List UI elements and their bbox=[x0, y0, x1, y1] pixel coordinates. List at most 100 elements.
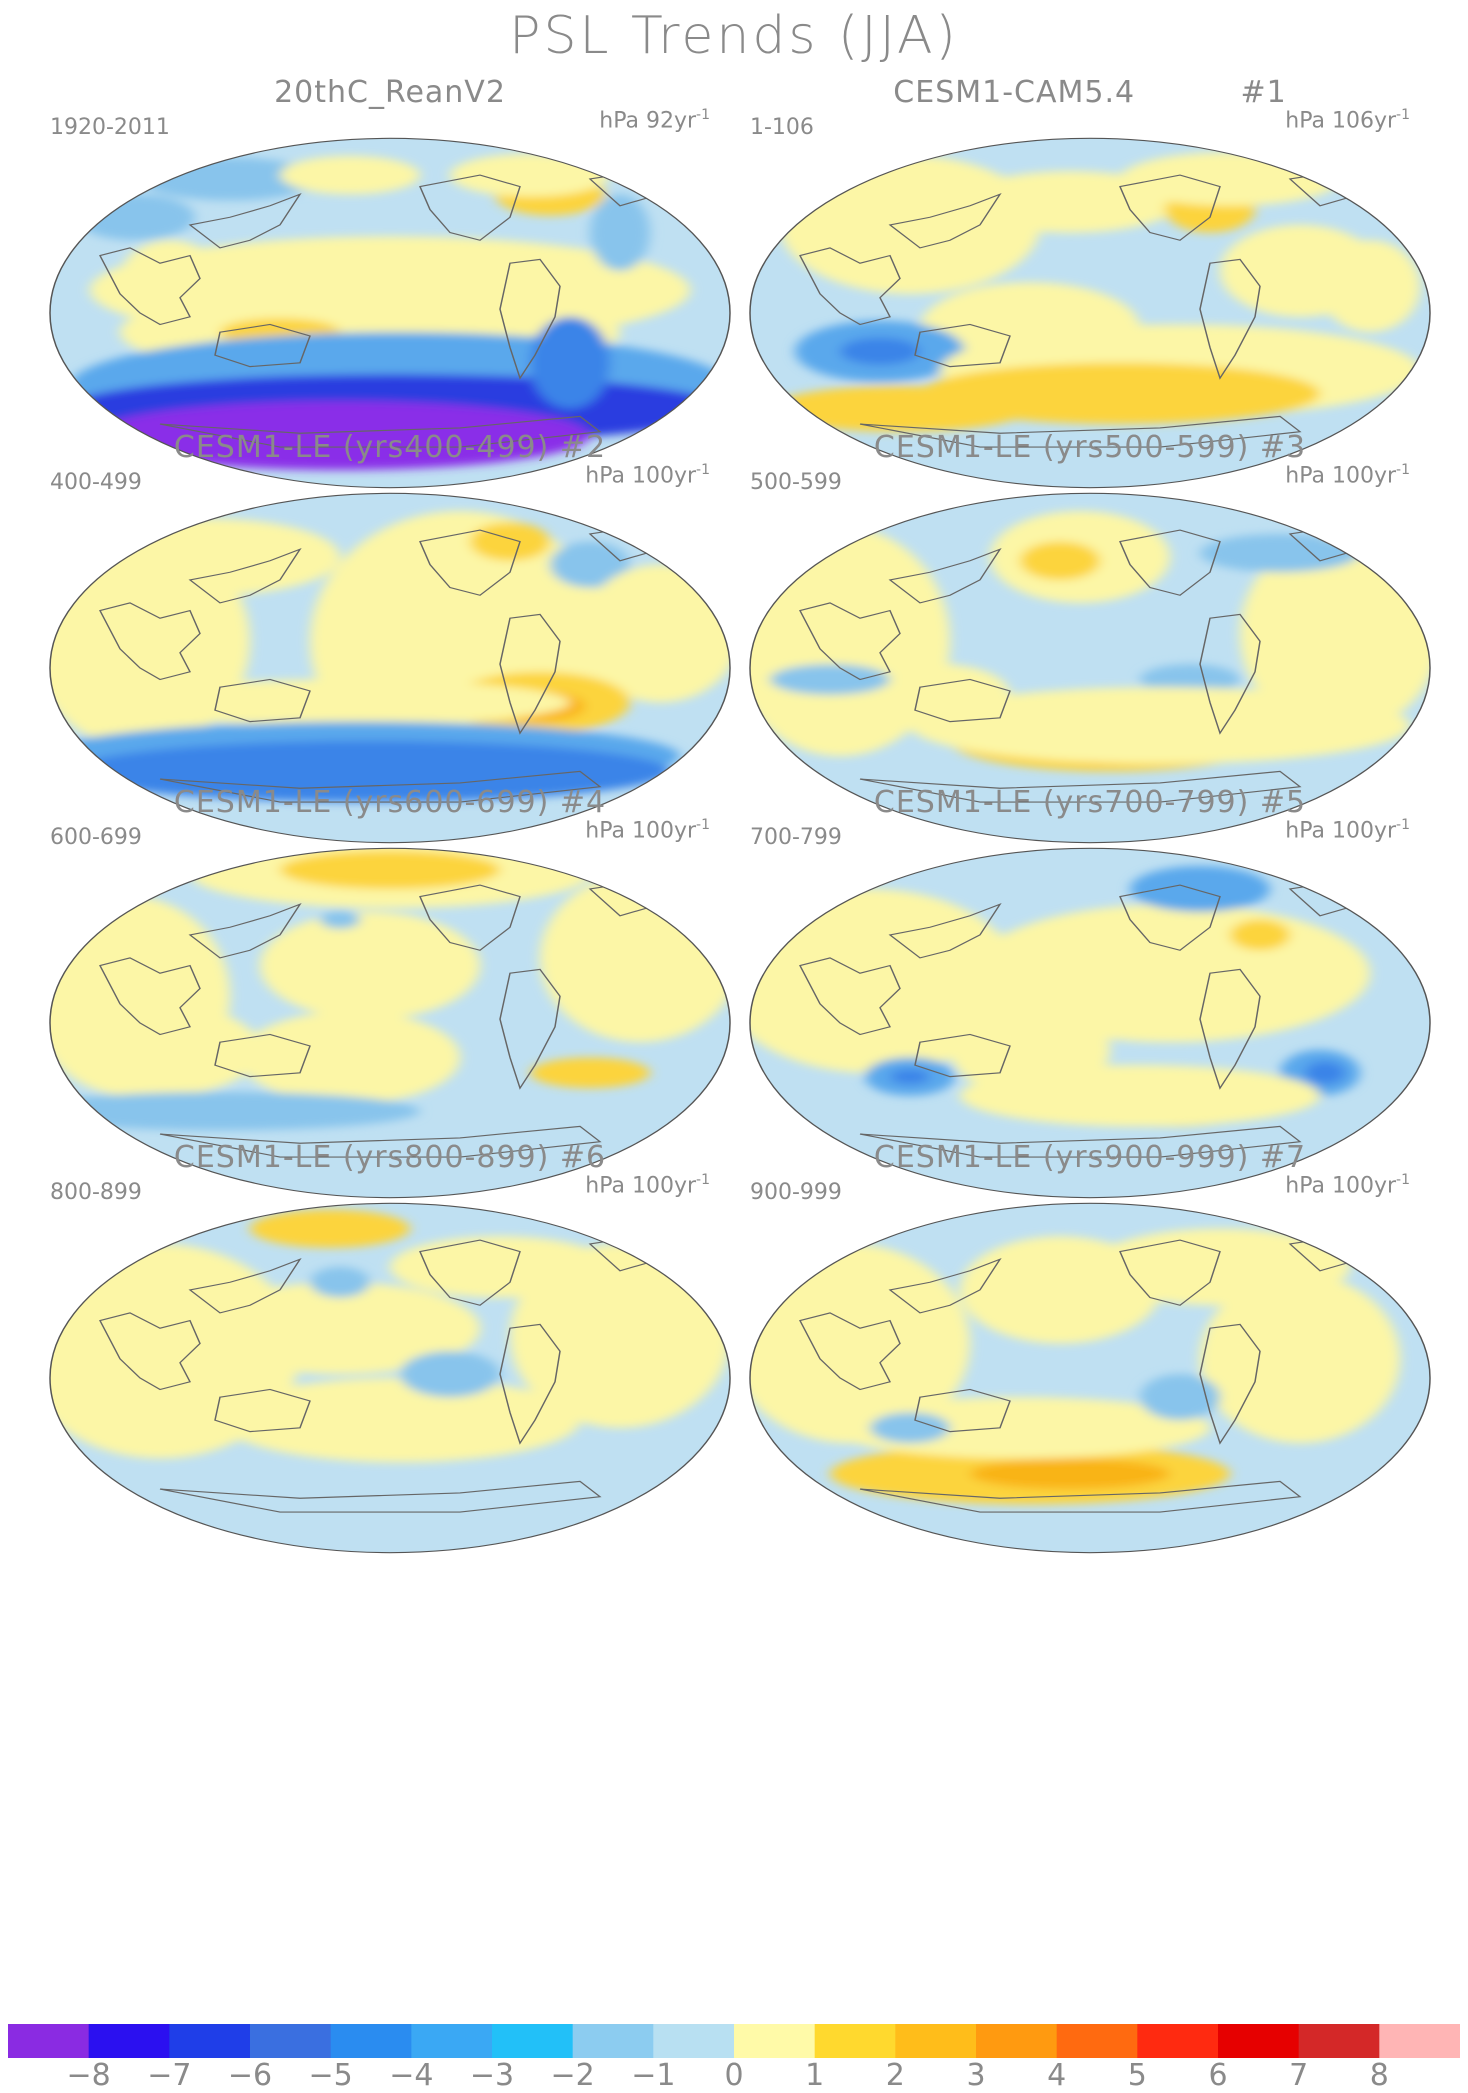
colorbar-swatch bbox=[653, 2024, 735, 2058]
map-outline bbox=[749, 847, 1431, 1199]
colorbar-swatch bbox=[8, 2024, 90, 2058]
coastline bbox=[159, 415, 602, 448]
panel-year-range: 500-599 bbox=[750, 470, 842, 495]
anomaly-region bbox=[50, 1091, 420, 1131]
panel-title: 20thC_ReanV2 bbox=[274, 75, 506, 110]
colorbar bbox=[8, 2024, 1460, 2058]
anomaly-region bbox=[770, 385, 1030, 432]
coastline bbox=[859, 415, 1302, 448]
map-panel: CESM1-CAM5.4 #1 1-106 hPa 106yr-1 bbox=[740, 75, 1440, 545]
map-panel: CESM1-LE (yrs500-599) #3 500-599 hPa 100yr… bbox=[740, 430, 1440, 900]
coastline bbox=[499, 968, 561, 1090]
coastline bbox=[888, 192, 1002, 249]
anomaly-region bbox=[470, 522, 550, 561]
panel-year-range: 400-499 bbox=[50, 470, 142, 495]
coastline bbox=[1199, 258, 1261, 380]
anomaly-region bbox=[250, 1209, 410, 1248]
anomaly-region bbox=[240, 1011, 460, 1104]
colorbar-tick-label: 0 bbox=[724, 2058, 744, 2093]
anomaly-region bbox=[280, 850, 500, 889]
panel-title: CESM1-LE (yrs700-799) #5 bbox=[873, 785, 1307, 820]
map-outline bbox=[49, 1202, 731, 1554]
colorbar-tick-label: −2 bbox=[550, 2058, 595, 2093]
colorbar-swatch bbox=[330, 2024, 412, 2058]
anomaly-region bbox=[310, 1266, 370, 1298]
map-panel: CESM1-LE (yrs600-699) #4 600-699 hPa 100yr… bbox=[40, 785, 740, 1255]
anomaly-region bbox=[450, 153, 610, 197]
anomaly-region bbox=[960, 1065, 1320, 1127]
panel-year-range: 900-999 bbox=[750, 1180, 842, 1205]
coastline bbox=[914, 678, 1011, 723]
anomaly-region bbox=[220, 1378, 580, 1463]
anomaly-region bbox=[200, 1282, 480, 1375]
anomaly-region bbox=[890, 1068, 930, 1085]
colorbar-tick-label: 5 bbox=[1127, 2058, 1147, 2093]
panel-units: hPa 100yr-1 bbox=[1285, 1172, 1410, 1199]
coastline bbox=[499, 1323, 561, 1445]
coastline bbox=[799, 602, 901, 681]
colorbar-tick-label: −3 bbox=[469, 2058, 515, 2093]
map-outline bbox=[49, 137, 731, 489]
colorbar-swatch bbox=[1056, 2024, 1138, 2058]
panel-units: hPa 100yr-1 bbox=[1285, 817, 1410, 844]
colorbar-swatch bbox=[492, 2024, 574, 2058]
panel-year-range: 600-699 bbox=[50, 825, 142, 850]
panel-year-range: 1-106 bbox=[750, 115, 814, 140]
coastline bbox=[419, 529, 521, 596]
anomaly-region bbox=[540, 873, 730, 1043]
colorbar-swatch bbox=[895, 2024, 977, 2058]
coastline bbox=[419, 1239, 521, 1306]
anomaly-region bbox=[580, 564, 730, 703]
coastline bbox=[1119, 529, 1221, 596]
panel-title: CESM1-CAM5.4 #1 bbox=[893, 75, 1287, 110]
coastline bbox=[914, 1033, 1011, 1078]
colorbar-swatch bbox=[169, 2024, 251, 2058]
anomaly-region bbox=[70, 740, 670, 803]
anomaly-region bbox=[770, 664, 890, 695]
colorbar-swatch bbox=[88, 2024, 170, 2058]
coastline bbox=[188, 1257, 302, 1314]
colorbar-tick-label: −4 bbox=[389, 2058, 434, 2093]
map-panel: CESM1-LE (yrs900-999) #7 900-999 hPa 100yr… bbox=[740, 1140, 1440, 1610]
map-outline bbox=[49, 492, 731, 844]
panel-title: CESM1-LE (yrs800-899) #6 bbox=[173, 1140, 607, 1175]
coastline bbox=[214, 1388, 311, 1433]
coastline bbox=[1119, 1239, 1221, 1306]
coastline bbox=[859, 1480, 1302, 1513]
robinson-map bbox=[49, 492, 731, 844]
map-outline bbox=[749, 492, 1431, 844]
coastline bbox=[99, 1312, 201, 1391]
map-outline bbox=[749, 1202, 1431, 1554]
panel-title: CESM1-LE (yrs500-599) #3 bbox=[873, 430, 1307, 465]
map-panel: CESM1-LE (yrs400-499) #2 400-499 hPa 100yr… bbox=[40, 430, 740, 900]
colorbar-tick-label: 1 bbox=[805, 2058, 825, 2093]
coastline bbox=[159, 1480, 602, 1513]
anomaly-region bbox=[840, 337, 920, 366]
panel-units: hPa 100yr-1 bbox=[1285, 462, 1410, 489]
robinson-map bbox=[49, 1202, 731, 1554]
panel-title: CESM1-LE (yrs400-499) #2 bbox=[173, 430, 607, 465]
robinson-map bbox=[49, 847, 731, 1199]
anomaly-region bbox=[550, 541, 630, 588]
panel-title: CESM1-LE (yrs600-699) #4 bbox=[173, 785, 607, 820]
colorbar-tick-label: −8 bbox=[66, 2058, 111, 2093]
map-panel: CESM1-LE (yrs800-899) #6 800-899 hPa 100yr… bbox=[40, 1140, 740, 1610]
anomaly-region bbox=[110, 679, 570, 726]
map-panel: CESM1-LE (yrs700-799) #5 700-799 hPa 100yr… bbox=[740, 785, 1440, 1255]
coastline bbox=[1199, 968, 1261, 1090]
panel-units: hPa 100yr-1 bbox=[585, 462, 710, 489]
anomaly-region bbox=[590, 194, 650, 271]
anomaly-region bbox=[1130, 865, 1270, 912]
colorbar-swatch bbox=[1137, 2024, 1219, 2058]
colorbar-tick-label: 4 bbox=[1047, 2058, 1067, 2093]
colorbar-swatch bbox=[250, 2024, 332, 2058]
colorbar-swatch bbox=[1379, 2024, 1460, 2058]
anomaly-region bbox=[60, 1003, 260, 1096]
panel-year-range: 1920-2011 bbox=[50, 115, 170, 140]
anomaly-region bbox=[1200, 1274, 1400, 1444]
panel-units: hPa 92yr-1 bbox=[599, 107, 710, 134]
coastline bbox=[188, 547, 302, 604]
panel-units: hPa 106yr-1 bbox=[1285, 107, 1410, 134]
anomaly-region bbox=[1230, 919, 1290, 951]
coastline bbox=[914, 323, 1011, 368]
